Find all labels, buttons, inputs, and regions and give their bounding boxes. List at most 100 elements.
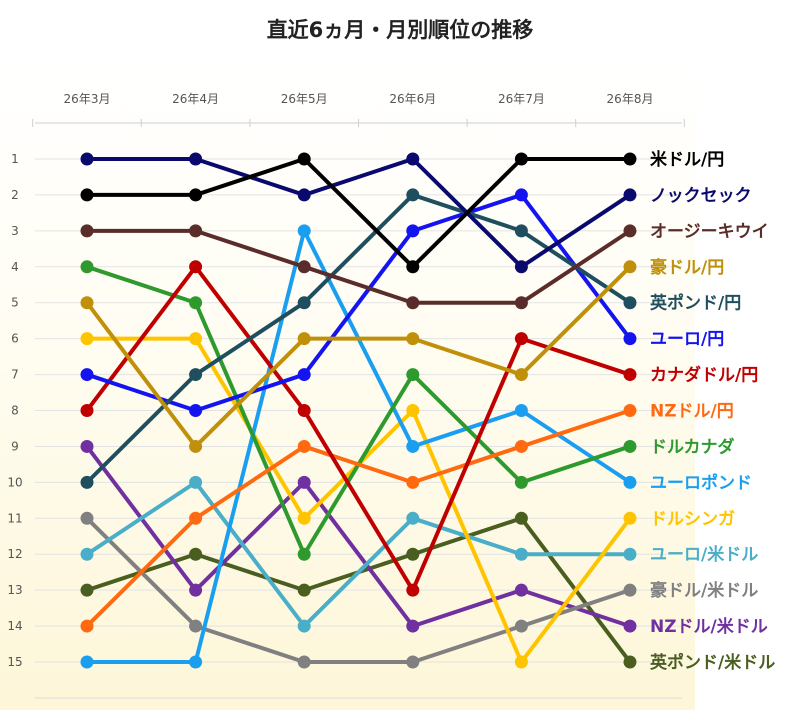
data-point: [406, 655, 420, 669]
y-tick-label: 7: [11, 368, 19, 382]
data-point: [514, 583, 528, 597]
y-tick-label: 14: [7, 619, 22, 633]
data-point: [80, 547, 94, 561]
data-point: [297, 404, 311, 418]
data-point: [406, 368, 420, 382]
legend-label: ユーロ/円: [650, 330, 724, 350]
series-4: [80, 188, 637, 489]
series-5: [80, 188, 637, 418]
series-7: [80, 404, 637, 633]
data-point: [297, 583, 311, 597]
data-point: [623, 547, 637, 561]
data-point: [406, 188, 420, 202]
series-line: [85, 408, 632, 629]
legend-label: NZドル/円: [650, 402, 734, 422]
data-point: [623, 152, 637, 166]
series-13: [80, 439, 637, 633]
legend-label: オージーキウイ: [650, 222, 769, 242]
series-3: [80, 260, 637, 453]
series-12: [80, 511, 637, 669]
data-point: [80, 439, 94, 453]
data-point: [623, 475, 637, 489]
y-tick-label: 3: [11, 224, 19, 238]
data-point: [189, 188, 203, 202]
data-point: [297, 260, 311, 274]
series-line: [85, 192, 632, 413]
data-point: [189, 439, 203, 453]
series-line: [85, 264, 632, 593]
data-point: [514, 619, 528, 633]
data-point: [189, 655, 203, 669]
data-point: [514, 296, 528, 310]
series-lines: [80, 152, 637, 669]
y-tick-label: 8: [11, 404, 19, 418]
y-tick-label: 11: [7, 511, 22, 525]
data-point: [189, 619, 203, 633]
data-point: [514, 188, 528, 202]
y-tick-label: 10: [7, 475, 22, 489]
data-point: [189, 404, 203, 418]
data-point: [297, 152, 311, 166]
data-point: [623, 439, 637, 453]
chart-title: 直近6ヵ月・月別順位の推移: [266, 18, 534, 42]
data-point: [623, 296, 637, 310]
legend-label: ノックセック: [650, 186, 752, 206]
data-point: [623, 332, 637, 346]
data-point: [80, 511, 94, 525]
series-0: [80, 152, 637, 274]
data-point: [406, 619, 420, 633]
data-point: [623, 404, 637, 418]
data-point: [189, 152, 203, 166]
data-point: [406, 332, 420, 346]
data-point: [80, 188, 94, 202]
data-point: [189, 260, 203, 274]
data-point: [297, 224, 311, 238]
series-line: [85, 264, 632, 449]
legend-label: 豪ドル/円: [650, 257, 724, 278]
data-point: [297, 655, 311, 669]
series-line: [85, 157, 632, 269]
data-point: [297, 368, 311, 382]
data-point: [297, 619, 311, 633]
data-point: [623, 511, 637, 525]
data-point: [623, 188, 637, 202]
x-axis: 26年3月 26年4月 26年5月 26年6月 26年7月 26年8月: [32, 92, 685, 127]
x-tick-label: 26年7月: [498, 92, 545, 106]
series-line: [85, 228, 632, 305]
data-point: [406, 475, 420, 489]
series-line: [85, 444, 632, 629]
data-point: [80, 296, 94, 310]
data-point: [623, 619, 637, 633]
x-tick-label: 26年3月: [64, 92, 111, 106]
y-tick-label: 1: [11, 152, 19, 166]
data-point: [514, 260, 528, 274]
data-point: [189, 475, 203, 489]
data-point: [514, 475, 528, 489]
x-tick-label: 26年4月: [172, 92, 219, 106]
x-tick-label: 26年5月: [281, 92, 328, 106]
data-point: [80, 152, 94, 166]
legend-label: 米ドル/円: [650, 149, 724, 170]
data-point: [297, 332, 311, 346]
data-point: [406, 547, 420, 561]
data-point: [406, 224, 420, 238]
series-line: [85, 192, 632, 485]
y-tick-label: 2: [11, 188, 19, 202]
data-point: [189, 224, 203, 238]
data-point: [406, 439, 420, 453]
data-point: [514, 404, 528, 418]
legend-label: 英ポンド/米ドル: [650, 652, 775, 673]
legend-label: ドルカナダ: [650, 436, 735, 457]
y-tick-label: 15: [7, 655, 22, 669]
data-point: [406, 152, 420, 166]
data-point: [406, 260, 420, 274]
data-point: [189, 547, 203, 561]
legend-label: ドルシンガ: [650, 509, 735, 529]
x-tick-label: 26年8月: [607, 92, 654, 106]
data-point: [514, 511, 528, 525]
legend: 米ドル/円ノックセックオージーキウイ豪ドル/円英ポンド/円ユーロ/円カナダドル/…: [650, 149, 775, 673]
data-point: [80, 404, 94, 418]
series-11: [80, 475, 637, 633]
